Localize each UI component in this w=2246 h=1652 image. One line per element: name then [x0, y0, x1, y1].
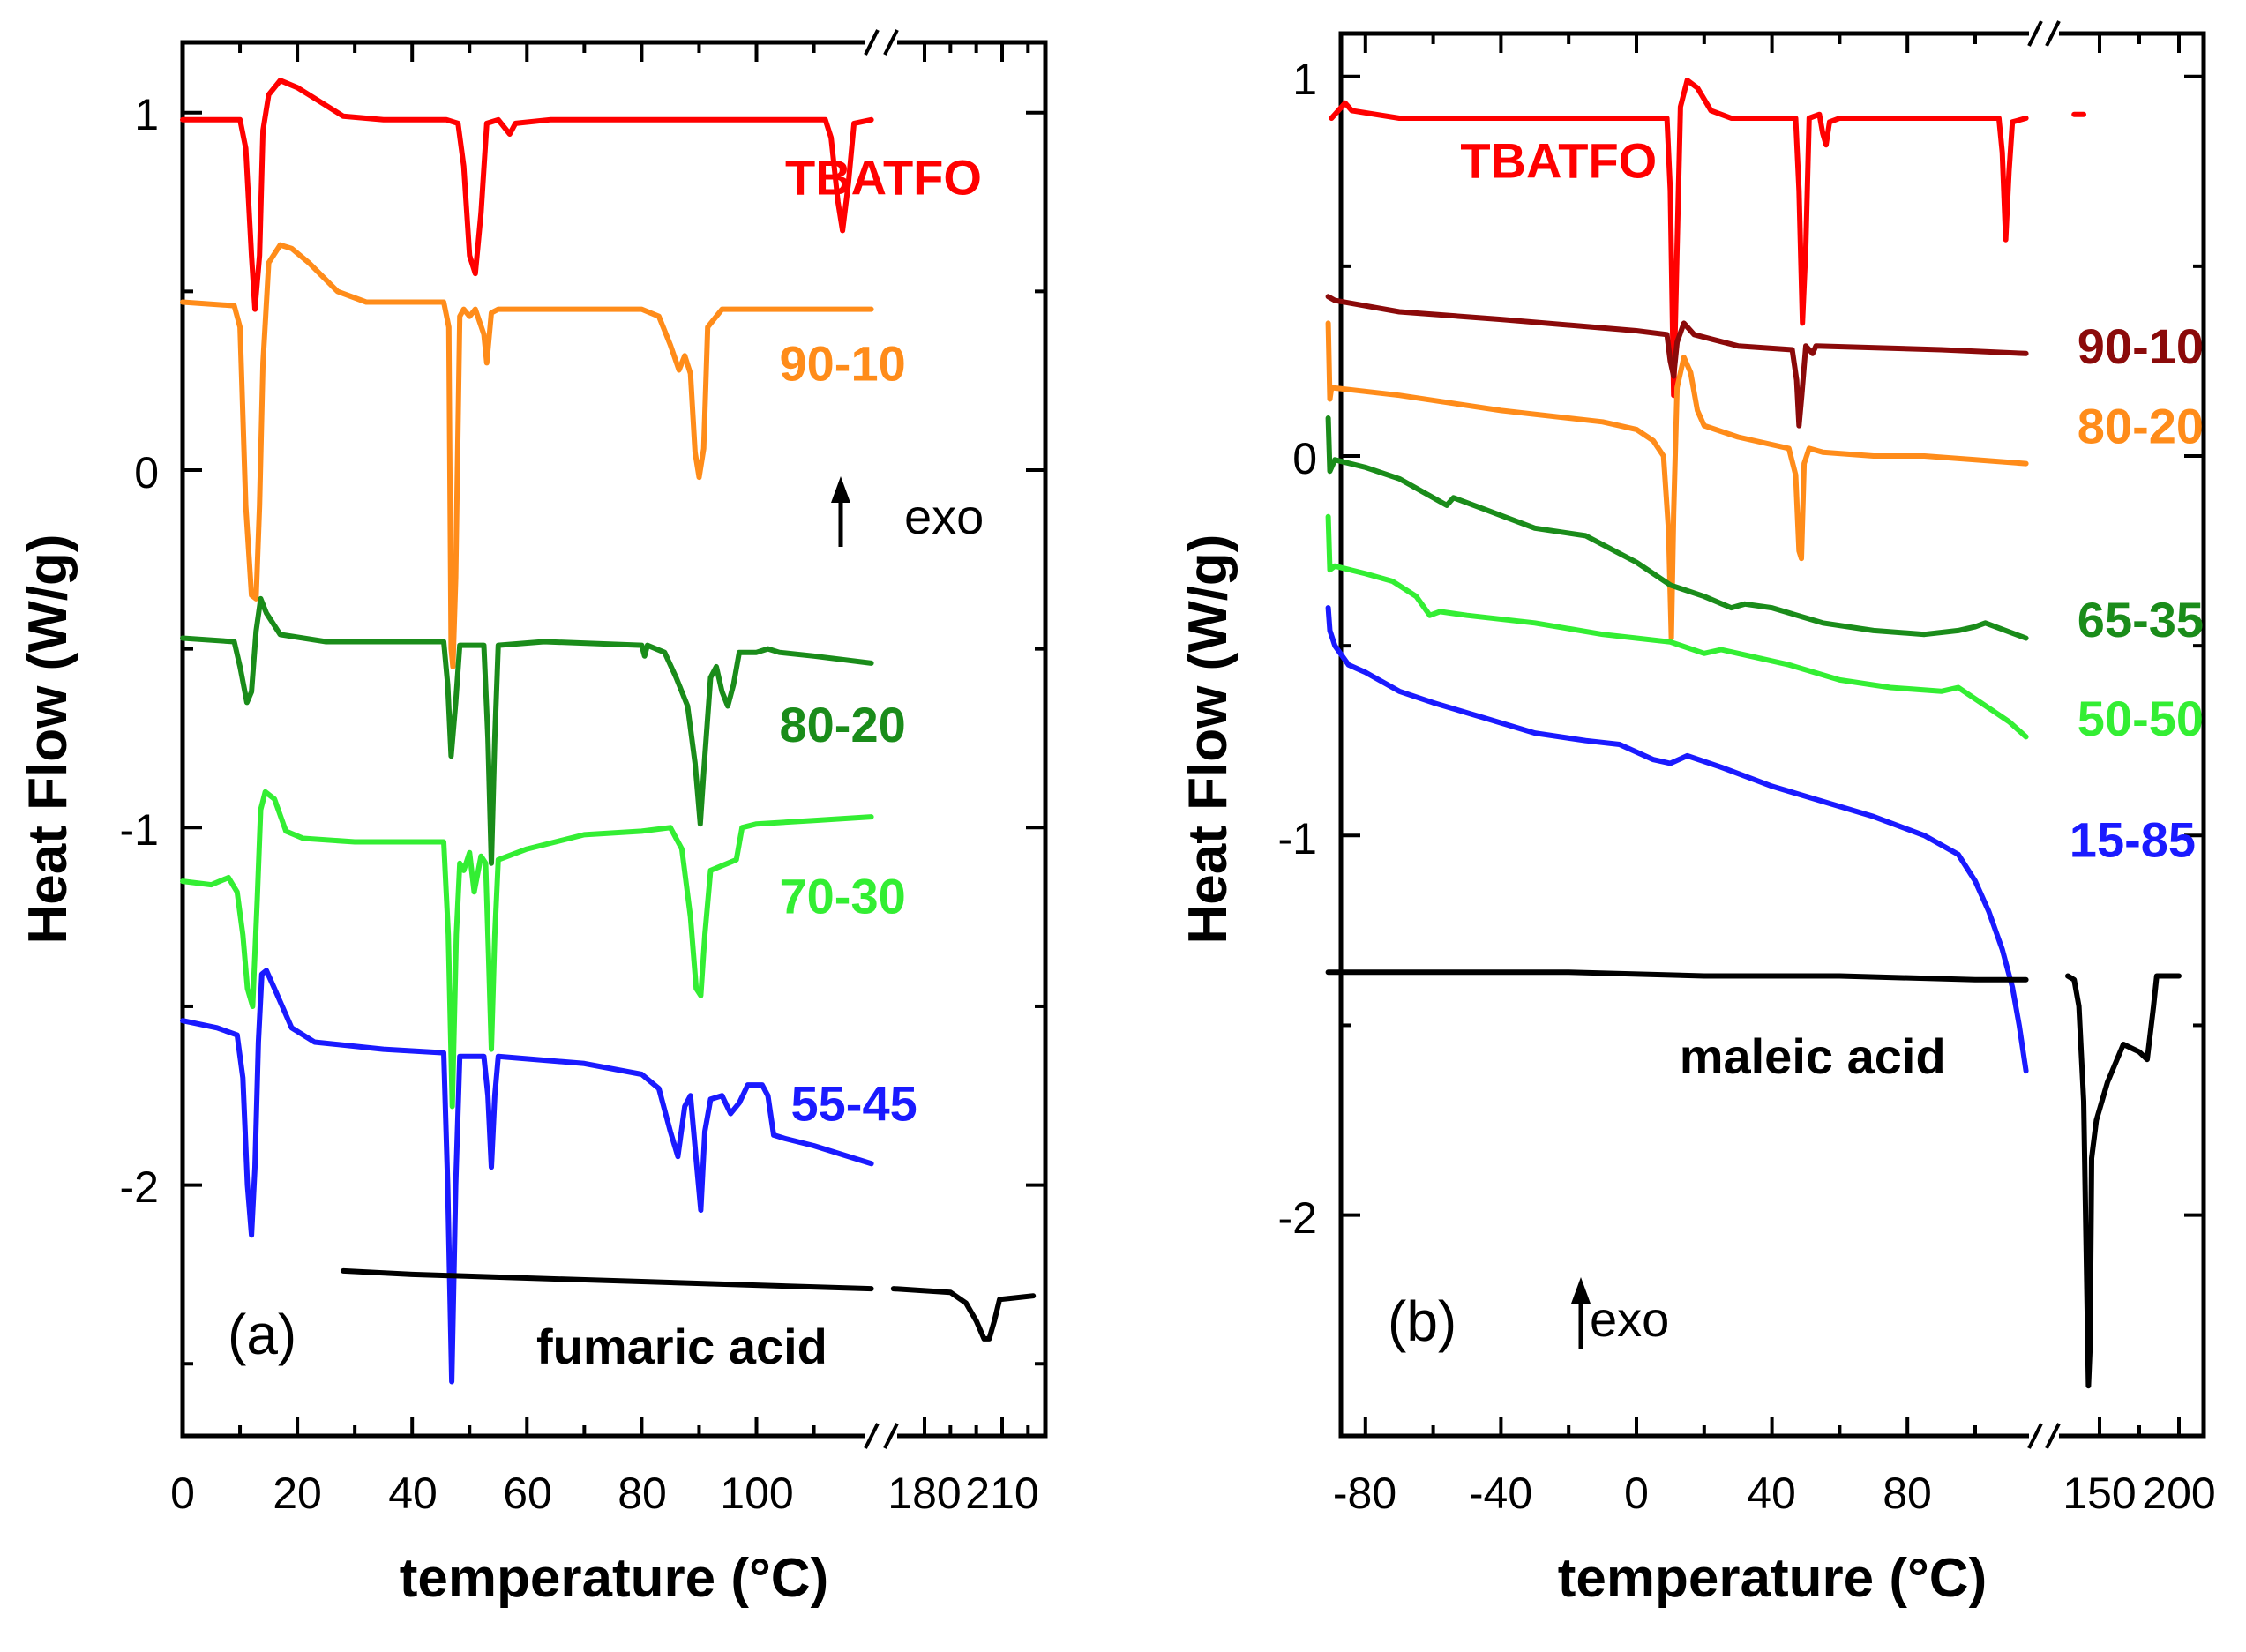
panel-b-x-axis-title: temperature (°C): [1558, 1548, 1987, 1609]
series-label-80-20: 80-20: [2078, 399, 2204, 454]
x-tick-label: 80: [618, 1469, 667, 1518]
series-line-tbatfo: [1329, 78, 2029, 399]
series-line-70-30: [180, 789, 874, 1110]
panel-b-ticks: [1341, 34, 2204, 1436]
y-tick-label: -1: [1278, 814, 1317, 863]
x-tick-label: 0: [1624, 1469, 1649, 1518]
x-tick-label: 80: [1883, 1469, 1932, 1518]
panel-a-x-axis-title: temperature (°C): [400, 1548, 828, 1609]
series-label-90-10: 90-10: [2078, 318, 2204, 374]
series-line-fumaric-acid: [341, 1267, 874, 1292]
panel-a-x-tick-labels: 0 20 40 60 80 100 180 210: [170, 1469, 1039, 1518]
panel-a-exo-arrow: [831, 476, 850, 547]
x-tick-label: 200: [2142, 1469, 2215, 1518]
series-line-tbatfo: [180, 78, 874, 312]
panel-a-series: TBATFO 90-10 80-20 70-30 55-45 fumaric acid: [180, 78, 1037, 1385]
series-line-90-10: [180, 242, 874, 669]
panel-b-frame: [1338, 31, 2206, 1439]
panel-b-y-axis-title: Heat Flow (W/g): [1178, 534, 1239, 945]
series-label-15-85: 15-85: [2070, 812, 2196, 868]
series-line-90-10: [1325, 294, 2029, 429]
x-tick-label: 210: [965, 1469, 1038, 1518]
panel-b-y-tick-labels: 1 0 -1 -2: [1278, 55, 1317, 1243]
x-tick-label: -40: [1469, 1469, 1532, 1518]
y-tick-label: -1: [120, 805, 159, 855]
panel-b-x-tick-labels: -80 -40 0 40 80 150 200: [1333, 1469, 2216, 1518]
x-tick-label: 40: [1747, 1469, 1796, 1518]
panel-a-y-tick-labels: 1 0 -1 -2: [120, 90, 159, 1212]
series-label-90-10: 90-10: [780, 335, 906, 391]
panel-b-tag: (b): [1388, 1289, 1456, 1353]
panel-a-ticks: [181, 42, 1045, 1436]
series-label-70-30: 70-30: [780, 868, 906, 923]
panel-b-exo-arrow: [1571, 1277, 1591, 1349]
series-line-maleic-acid: [1325, 969, 2029, 983]
x-tick-label: 20: [273, 1469, 322, 1518]
x-tick-label: 40: [388, 1469, 438, 1518]
series-label-50-50: 50-50: [2078, 691, 2204, 746]
panel-a-tag: (a): [228, 1303, 296, 1366]
series-line-55-45: [180, 968, 874, 1385]
series-line-65-35: [1325, 415, 2029, 641]
series-line-50-50: [1325, 513, 2029, 740]
series-line-80-20: [180, 595, 874, 866]
series-label-tbatfo: TBATFO: [785, 150, 982, 206]
panel-a-frame: [180, 40, 1048, 1439]
y-tick-label: 1: [134, 90, 159, 139]
x-tick-label: 0: [170, 1469, 195, 1518]
x-tick-label: 60: [503, 1469, 552, 1518]
x-tick-label: 100: [720, 1469, 793, 1518]
y-tick-label: -2: [120, 1162, 159, 1212]
series-line-maleic-acid-right: [2065, 973, 2182, 1389]
series-label-80-20: 80-20: [780, 697, 906, 752]
series-line-80-20: [1325, 320, 2029, 641]
series-label-65-35: 65-35: [2078, 592, 2204, 647]
y-tick-label: 1: [1292, 55, 1317, 104]
panel-a-exo-label: exo: [904, 489, 984, 544]
series-label-maleic-acid: maleic acid: [1680, 1028, 1946, 1084]
panel-b-break-marks: [2027, 20, 2061, 1449]
series-line-15-85: [1325, 605, 2029, 1074]
y-tick-label: 0: [134, 448, 159, 497]
x-tick-label: 150: [2063, 1469, 2136, 1518]
x-tick-label: -80: [1333, 1469, 1396, 1518]
series-label-fumaric-acid: fumaric acid: [536, 1319, 827, 1374]
panel-a-break-marks: [864, 29, 899, 1449]
panel-a-y-axis-title: Heat Flow (W/g): [18, 534, 79, 945]
x-tick-label: 180: [887, 1469, 961, 1518]
series-line-fumaric-acid-right: [890, 1286, 1037, 1342]
y-tick-label: -2: [1278, 1193, 1317, 1243]
series-label-tbatfo: TBATFO: [1460, 132, 1657, 188]
panel-b-series: TBATFO 90-10 80-20 65-35 50-50 15-85 maleic ac…: [1325, 78, 2204, 1389]
y-tick-label: 0: [1292, 434, 1317, 483]
series-label-55-45: 55-45: [791, 1075, 917, 1131]
panel-b-exo-label: exo: [1590, 1291, 1669, 1347]
